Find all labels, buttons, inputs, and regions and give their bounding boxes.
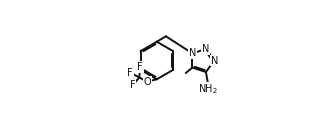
Text: NH$_2$: NH$_2$: [198, 82, 218, 96]
Text: F: F: [130, 80, 136, 90]
Text: N: N: [210, 56, 218, 65]
Text: O: O: [143, 77, 151, 87]
Text: N: N: [189, 48, 196, 58]
Text: N: N: [202, 44, 209, 54]
Text: F: F: [138, 62, 143, 72]
Text: F: F: [128, 68, 133, 78]
